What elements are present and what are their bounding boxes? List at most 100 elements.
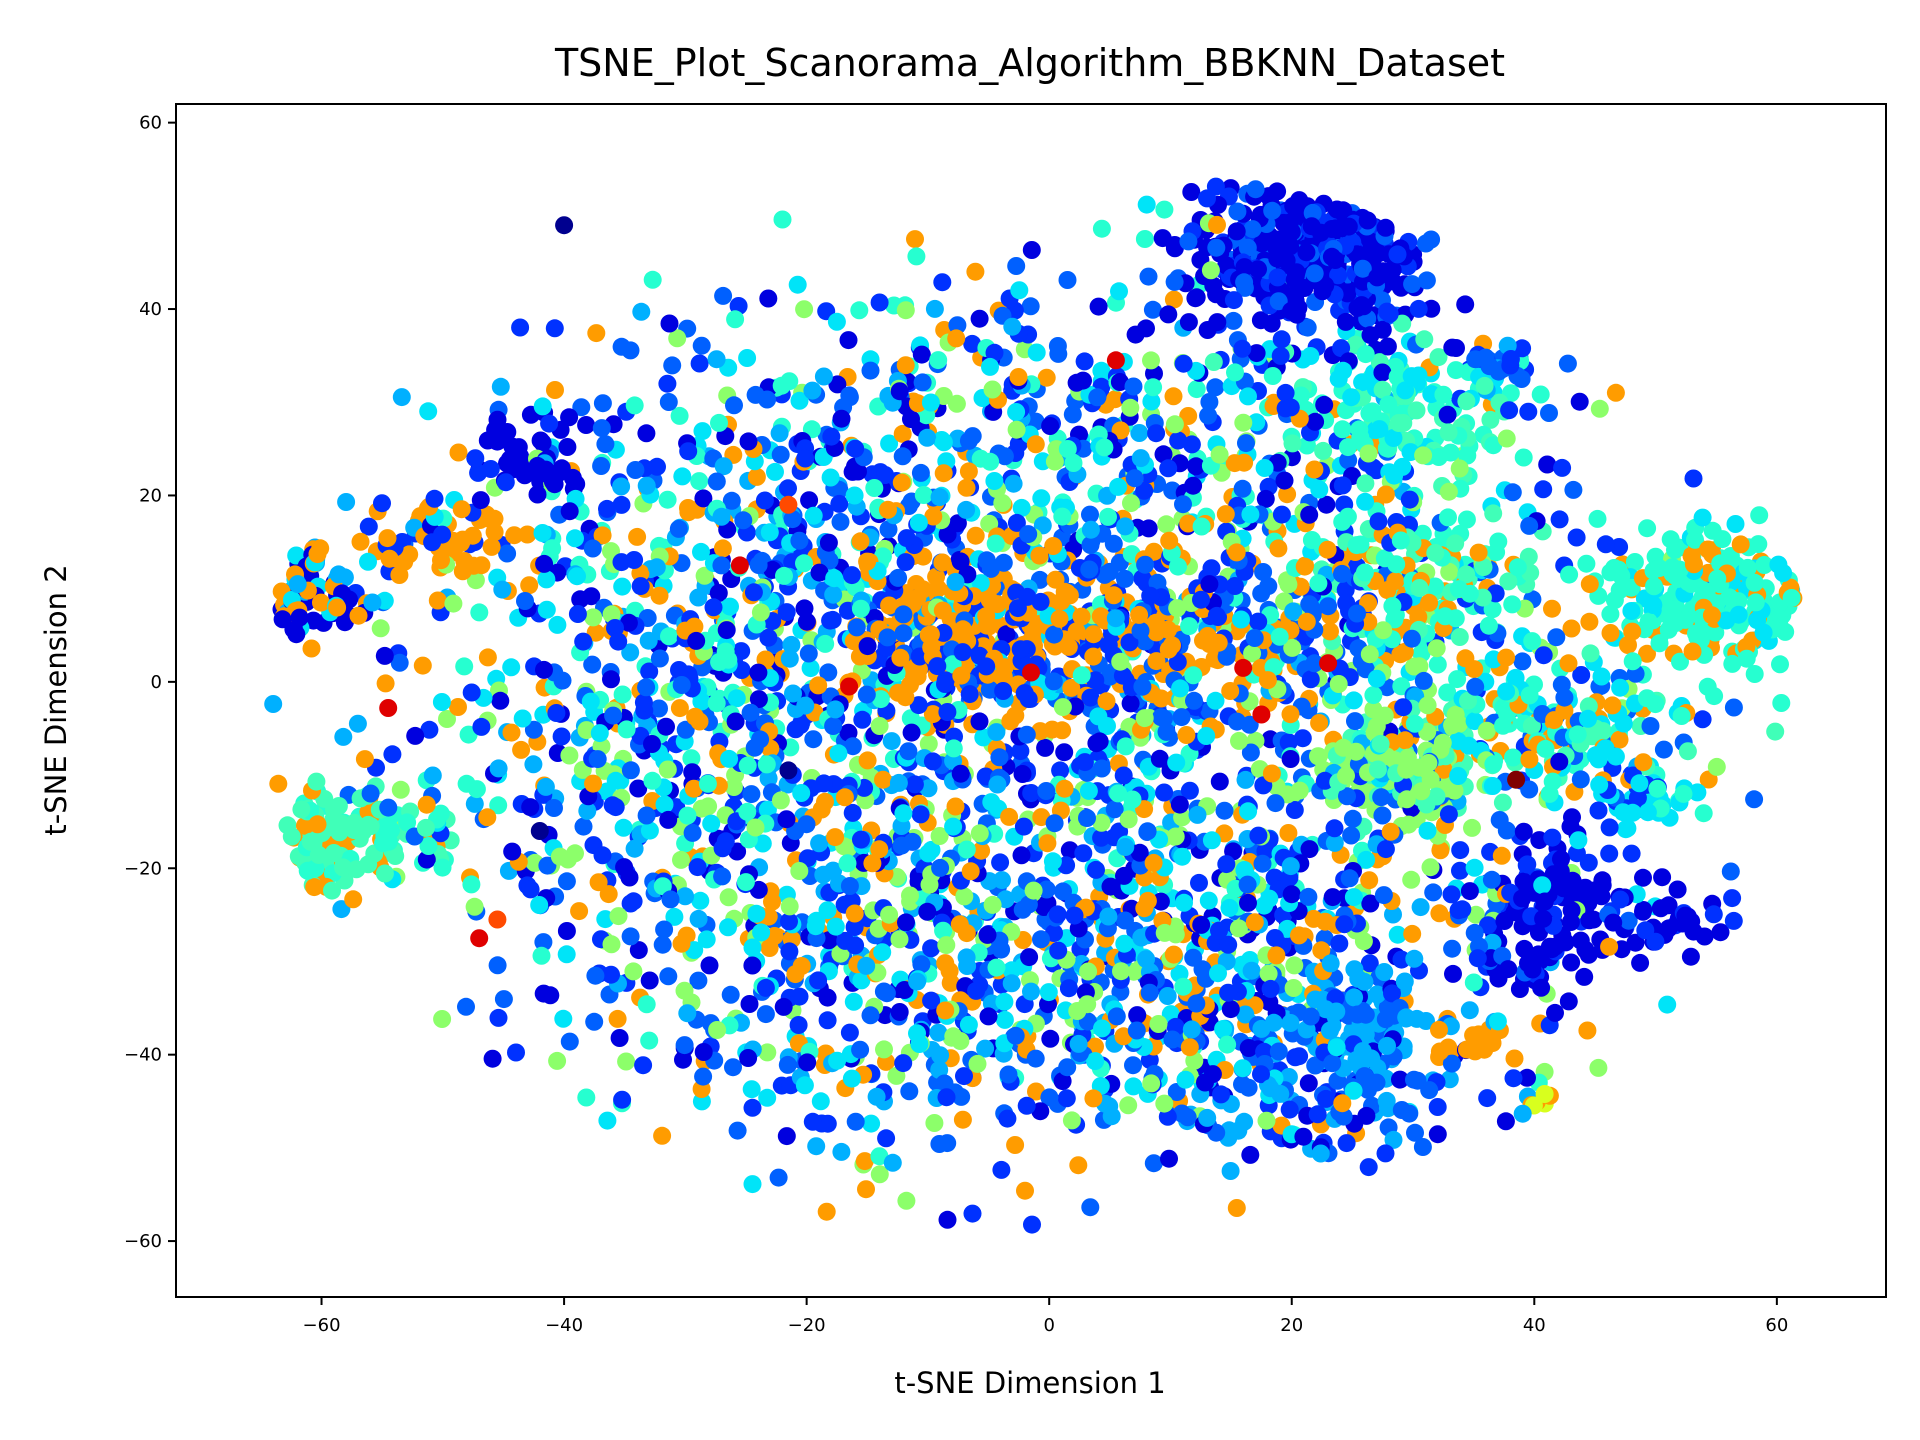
scatter-point <box>862 1114 881 1133</box>
scatter-point <box>678 806 697 825</box>
scatter-point <box>1256 489 1275 508</box>
scatter-point <box>1443 716 1462 735</box>
scatter-point <box>1383 272 1402 291</box>
scatter-point <box>1723 889 1742 908</box>
scatter-point <box>1168 599 1187 618</box>
scatter-point <box>889 683 908 702</box>
scatter-point <box>858 637 877 656</box>
scatter-point <box>1614 714 1633 733</box>
scatter-point <box>1360 954 1379 973</box>
scatter-point <box>867 1087 886 1106</box>
scatter-point <box>924 507 943 526</box>
scatter-point <box>653 935 672 954</box>
scatter-point <box>814 367 833 386</box>
scatter-point <box>1316 1089 1335 1108</box>
scatter-point <box>1298 318 1317 337</box>
scatter-point <box>1237 434 1255 453</box>
scatter-point <box>1238 238 1257 257</box>
scatter-point <box>1344 888 1363 907</box>
scatter-point <box>1687 624 1705 643</box>
scatter-point <box>972 841 991 860</box>
scatter-point <box>485 509 504 528</box>
scatter-point <box>1414 671 1433 690</box>
scatter-point <box>583 655 602 674</box>
scatter-point <box>624 962 643 981</box>
scatter-point <box>1227 222 1246 241</box>
scatter-point <box>909 696 928 715</box>
scatter-point <box>1003 317 1022 336</box>
scatter-point <box>819 533 838 552</box>
scatter-point <box>1483 777 1502 795</box>
scatter-point <box>1403 924 1422 943</box>
scatter-point <box>1338 787 1356 806</box>
scatter-point <box>1004 474 1023 493</box>
scatter-point <box>626 461 645 479</box>
scatter-point <box>1438 683 1457 702</box>
scatter-point <box>1226 363 1244 382</box>
scatter-point <box>844 992 863 1011</box>
scatter-point <box>302 639 321 658</box>
scatter-point <box>658 374 677 393</box>
scatter-point <box>726 310 745 329</box>
scatter-point <box>1220 898 1239 917</box>
scatter-point <box>584 608 603 627</box>
scatter-point <box>948 316 967 335</box>
scatter-point <box>449 698 467 716</box>
scatter-point <box>390 653 409 672</box>
scatter-point <box>756 1005 775 1024</box>
scatter-point <box>799 644 818 663</box>
scatter-point <box>1460 1001 1479 1020</box>
scatter-point <box>713 539 732 558</box>
scatter-point <box>782 635 801 654</box>
scatter-point <box>1239 1039 1258 1057</box>
scatter-point <box>1678 742 1697 761</box>
scatter-point <box>870 1147 889 1166</box>
scatter-point <box>987 723 1006 742</box>
scatter-point <box>571 590 590 609</box>
scatter-point <box>628 527 647 546</box>
scatter-point <box>814 865 833 884</box>
scatter-point <box>1186 289 1205 308</box>
scatter-point <box>1190 873 1208 892</box>
scatter-point <box>714 457 733 476</box>
scatter-point <box>797 612 816 631</box>
scatter-point <box>1359 1158 1378 1177</box>
scatter-point <box>676 720 695 739</box>
scatter-point <box>1021 297 1040 316</box>
scatter-point <box>1311 1144 1330 1163</box>
scatter-point <box>828 1051 847 1070</box>
scatter-point <box>1281 857 1300 876</box>
scatter-point <box>1579 945 1598 964</box>
scatter-point <box>936 675 954 693</box>
scatter-point <box>798 1053 817 1072</box>
scatter-point <box>1750 506 1769 525</box>
scatter-point <box>1049 344 1068 363</box>
scatter-point <box>1045 814 1064 833</box>
scatter-point <box>1306 1056 1325 1075</box>
scatter-point <box>951 1032 970 1050</box>
scatter-point <box>637 476 656 495</box>
scatter-point <box>1325 833 1344 852</box>
scatter-point <box>1239 893 1257 912</box>
scatter-point <box>634 693 653 712</box>
scatter-point <box>801 659 820 678</box>
scatter-point <box>946 797 965 816</box>
scatter-point <box>1059 979 1078 998</box>
scatter-point <box>1303 203 1322 222</box>
scatter-point <box>963 1204 982 1223</box>
scatter-point <box>743 956 762 975</box>
scatter-point <box>1229 1121 1248 1140</box>
scatter-point <box>593 394 612 413</box>
scatter-point <box>809 676 828 695</box>
scatter-point <box>1254 563 1273 581</box>
scatter-point <box>1216 505 1235 524</box>
scatter-point <box>879 520 898 539</box>
scatter-point <box>1131 449 1150 468</box>
scatter-point <box>692 542 710 561</box>
scatter-point <box>1249 612 1268 631</box>
scatter-point <box>1284 196 1303 215</box>
scatter-point <box>287 625 306 644</box>
scatter-point <box>795 300 814 319</box>
scatter-point <box>1259 577 1278 596</box>
scatter-point <box>1704 905 1723 924</box>
